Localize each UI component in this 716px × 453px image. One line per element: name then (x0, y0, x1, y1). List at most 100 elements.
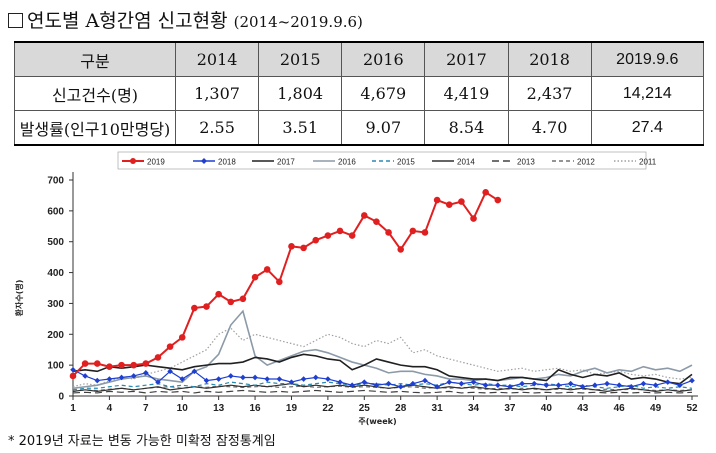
x-tick-label: 4 (107, 403, 113, 414)
point-2018 (592, 382, 598, 388)
point-2018 (203, 377, 210, 384)
point-2018 (276, 376, 283, 382)
point-2018 (70, 366, 76, 373)
table-row: 신고건수(명) 1,307 1,804 4,679 4,419 2,437 14… (14, 76, 705, 111)
point-2019 (409, 227, 417, 235)
point-2018 (397, 383, 404, 390)
point-2018 (288, 379, 295, 385)
point-2018 (543, 382, 550, 388)
point-2018 (155, 379, 161, 385)
point-2018 (628, 383, 635, 390)
point-2018 (519, 380, 525, 387)
legend-label-2018: 2018 (218, 158, 236, 167)
stats-table: 구분 2014 2015 2016 2017 2018 2019.9.6 신고건… (14, 41, 705, 146)
table-header-cell: 2017 (424, 41, 509, 77)
point-2018 (349, 382, 355, 388)
point-2018 (106, 376, 113, 382)
table-row: 발생률(인구10만명당) 2.55 3.51 9.07 8.54 4.70 27… (14, 110, 705, 146)
point-2018 (579, 383, 586, 390)
table-cell: 1,804 (258, 76, 343, 111)
point-2018 (337, 379, 343, 385)
point-2018 (616, 382, 622, 388)
x-tick-label: 34 (468, 403, 480, 414)
point-2019 (251, 273, 259, 281)
series-line-2013 (72, 389, 693, 394)
x-tick-label: 1 (70, 403, 76, 414)
legend-label-2013: 2013 (517, 158, 535, 167)
point-2018 (495, 382, 501, 388)
point-2018 (664, 379, 671, 385)
point-2018 (264, 376, 270, 382)
point-2019 (482, 189, 489, 196)
point-2019 (324, 232, 332, 239)
point-2018 (458, 380, 465, 387)
point-2018 (240, 374, 246, 381)
x-tick-label: 52 (686, 403, 698, 414)
point-2018 (677, 382, 683, 388)
x-tick-label: 28 (395, 403, 407, 414)
point-2018 (94, 377, 101, 384)
point-2019 (458, 198, 465, 205)
table-header-cell: 2019.9.6 (590, 41, 705, 77)
point-2018 (373, 382, 380, 388)
point-2019 (263, 266, 271, 273)
point-2019 (106, 363, 113, 370)
point-2019 (166, 343, 174, 350)
point-2019 (178, 334, 186, 341)
point-2018 (604, 380, 610, 387)
table-cell: 14,214 (590, 76, 705, 111)
point-2019 (154, 354, 162, 361)
x-tick-label: 40 (541, 403, 553, 414)
legend-marker-2018 (201, 158, 207, 164)
table-header-cell: 구분 (14, 41, 176, 77)
point-2018 (191, 368, 198, 375)
title-subtitle: (2014~2019.9.6) (233, 13, 363, 31)
x-tick-label: 49 (650, 403, 662, 414)
point-2019 (336, 227, 344, 235)
x-tick-label: 10 (177, 403, 189, 414)
point-2018 (434, 383, 440, 390)
point-2018 (482, 382, 489, 388)
table-cell: 8.54 (424, 110, 509, 146)
point-2018 (640, 380, 647, 387)
series-line-2016 (72, 309, 693, 390)
point-2018 (312, 374, 319, 381)
point-2018 (82, 373, 88, 379)
table-cell: 9.07 (341, 110, 426, 146)
series-line-2017 (72, 353, 693, 385)
point-2018 (215, 376, 222, 382)
point-2018 (252, 374, 258, 381)
x-tick-label: 16 (249, 403, 261, 414)
series-line-2018 (72, 369, 693, 388)
point-2019 (239, 295, 247, 303)
point-2018 (361, 379, 368, 385)
title-text: 연도별 A형간염 신고현황 (27, 10, 228, 32)
table-cell: 27.4 (590, 110, 705, 146)
point-2019 (385, 229, 392, 236)
series-line-2019 (72, 190, 499, 377)
point-2019 (470, 215, 477, 222)
point-2018 (179, 376, 186, 382)
point-2019 (421, 229, 429, 236)
point-2019 (360, 212, 368, 219)
point-2018 (689, 377, 695, 384)
point-2019 (118, 361, 125, 369)
point-2019 (215, 290, 222, 298)
x-tick-label: 31 (432, 403, 444, 414)
point-2019 (130, 361, 137, 369)
table-cell: 신고건수(명) (14, 76, 176, 111)
point-2018 (567, 380, 574, 387)
point-2018 (507, 383, 513, 390)
x-tick-label: 46 (614, 403, 626, 414)
point-2019 (373, 218, 380, 225)
point-2018 (143, 370, 149, 376)
y-tick-label: 600 (47, 206, 64, 217)
point-2019 (348, 232, 356, 239)
footnote: * 2019년 자료는 변동 가능한 미확정 잠정통계임 (8, 434, 276, 449)
point-2019 (69, 372, 77, 380)
point-2018 (227, 373, 234, 379)
point-2019 (227, 298, 235, 306)
x-tick-label: 13 (213, 403, 225, 414)
table-cell: 3.51 (258, 110, 343, 146)
legend-label-2011: 2011 (639, 158, 657, 167)
